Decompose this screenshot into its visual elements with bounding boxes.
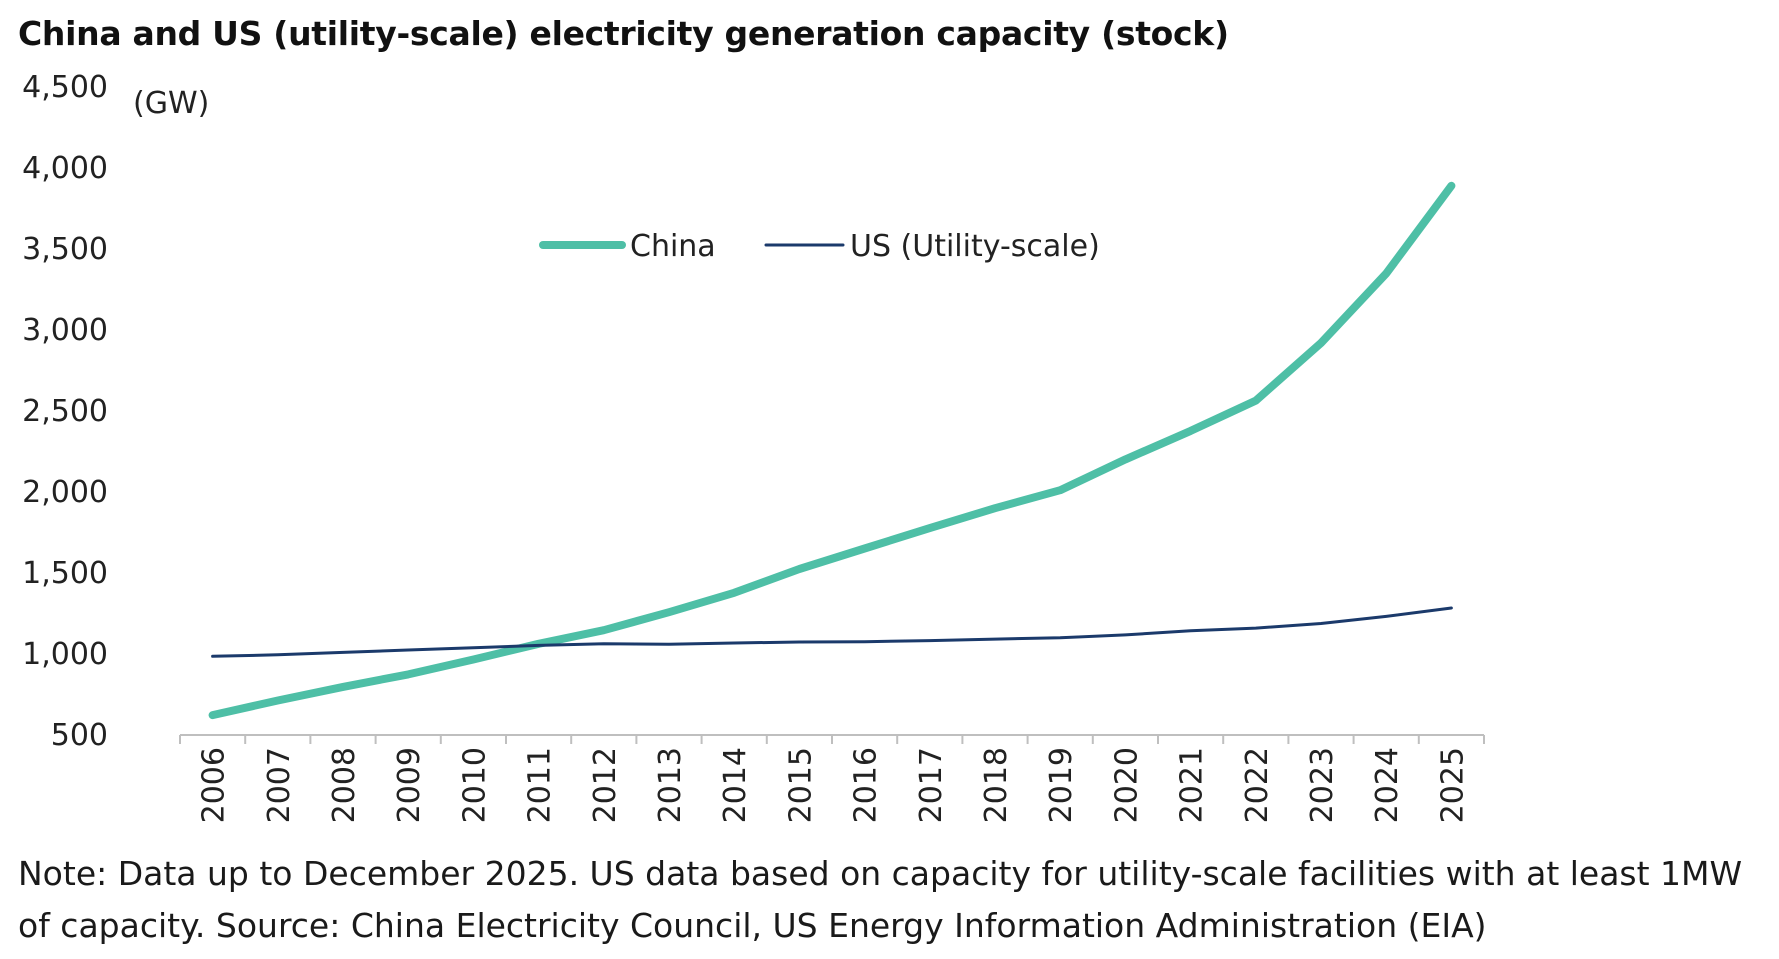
x-tick-label: 2021 (1175, 747, 1210, 823)
x-tick-label: 2018 (979, 747, 1014, 823)
y-axis: 500 1,000 1,500 2,000 2,500 3,000 3,500 4,000 4,… (22, 70, 108, 753)
x-tick-label: 2016 (849, 747, 884, 823)
chart-note: Note: Data up to December 2025. US data … (18, 854, 1743, 945)
x-tick-label: 2012 (588, 747, 623, 823)
x-tick-label: 2014 (718, 747, 753, 823)
x-tick-label: 2024 (1370, 747, 1405, 823)
x-tick-label: 2009 (392, 747, 427, 823)
legend: China US (Utility-scale) (539, 229, 1100, 264)
series-line-us-utility-scale (211, 606, 1453, 658)
x-tick-label: 2015 (783, 747, 818, 823)
x-tick-label: 2013 (653, 747, 688, 823)
series-line-china (208, 181, 1456, 720)
y-tick-label: 4,500 (22, 70, 108, 105)
y-axis-unit-label: (GW) (133, 86, 209, 121)
y-tick-label: 500 (51, 718, 108, 753)
x-tick-label: 2020 (1109, 747, 1144, 823)
x-tick-label: 2008 (327, 747, 362, 823)
x-tick-label: 2023 (1305, 747, 1340, 823)
y-tick-label: 2,000 (22, 475, 108, 510)
y-tick-label: 1,500 (22, 556, 108, 591)
legend-label: US (Utility-scale) (850, 229, 1100, 264)
x-tick-label: 2019 (1044, 747, 1079, 823)
y-tick-label: 1,000 (22, 637, 108, 672)
y-tick-label: 3,500 (22, 232, 108, 267)
x-tick-label: 2006 (197, 747, 232, 823)
y-tick-label: 2,500 (22, 394, 108, 429)
x-axis: 2006 2007 2008 2009 2010 2011 2012 2013 2014 2015… (179, 734, 1485, 823)
line-chart: 500 1,000 1,500 2,000 2,500 3,000 3,500 4,000 4,… (22, 70, 1485, 823)
x-tick-label: 2007 (262, 747, 297, 823)
x-tick-label: 2011 (523, 747, 558, 823)
legend-label: China (630, 229, 716, 264)
x-tick-label: 2017 (914, 747, 949, 823)
x-tick-label: 2010 (457, 747, 492, 823)
y-tick-label: 4,000 (22, 151, 108, 186)
x-tick-label: 2025 (1435, 747, 1470, 823)
series-layer (208, 181, 1456, 720)
y-tick-label: 3,000 (22, 313, 108, 348)
x-tick-label: 2022 (1240, 747, 1275, 823)
chart-title: China and US (utility-scale) electricity… (18, 14, 1229, 53)
